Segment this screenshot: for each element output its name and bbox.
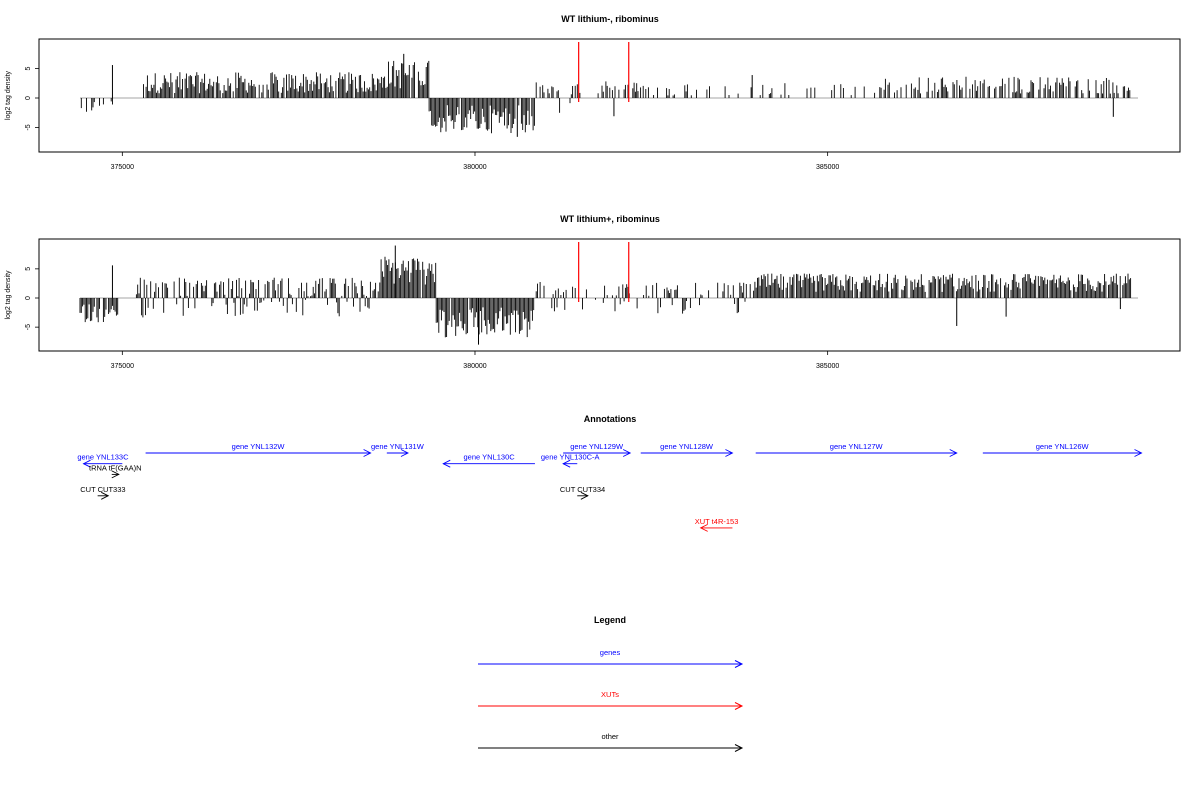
y-tick-label: -5 (25, 324, 32, 330)
annotation-arrowhead (363, 449, 372, 457)
panel-title: WT lithium-, ribominus (561, 14, 659, 24)
x-tick-label: 375000 (111, 363, 134, 370)
annotation-label: gene YNL132W (232, 442, 286, 451)
annotation-arrowhead (562, 459, 571, 468)
annotation-label: gene YNL130C (464, 453, 516, 462)
annotation-arrowhead (949, 449, 958, 457)
legend-label: other (601, 732, 619, 741)
track-panel-lithium-minus: WT lithium-, ribominus -5 0 5 log2 tag densi… (5, 14, 1181, 171)
y-tick-label: -5 (25, 124, 32, 130)
legend-arrowhead (734, 660, 744, 668)
annotation-arrowhead (1134, 449, 1143, 457)
annotation-label: XUT t4R-153 (695, 517, 739, 526)
y-axis-title: log2 tag density (5, 70, 12, 120)
annotation-arrowhead (442, 459, 451, 468)
annotation-arrowhead (622, 449, 632, 457)
annotation-label: gene YNL126W (1036, 442, 1090, 451)
y-axis-title: log2 tag density (5, 270, 12, 320)
annotations-title: Annotations (584, 414, 637, 424)
annotation-label: gene YNL133C (77, 453, 129, 462)
annotation-label: gene YNL130C-A (541, 453, 600, 462)
x-tick-label: 385000 (816, 363, 839, 370)
annotation-label: gene YNL131W (371, 442, 425, 451)
legend-label: genes (600, 648, 621, 657)
y-tick-label: 0 (25, 96, 32, 100)
annotation-arrowhead (580, 491, 589, 500)
y-tick-label: 5 (25, 267, 32, 271)
annotation-label: tRNA tF(GAA)N (89, 463, 142, 472)
annotation-label: CUT CUT334 (560, 485, 605, 494)
panel-title: WT lithium+, ribominus (560, 214, 660, 224)
track-panel-lithium-plus: WT lithium+, ribominus -5 0 5 log2 tag densi… (5, 214, 1181, 370)
legend-arrowhead (734, 702, 744, 710)
annotation-label: CUT CUT333 (80, 485, 125, 494)
y-tick-label: 0 (25, 296, 32, 300)
annotation-label: gene YNL129W (570, 442, 624, 451)
x-tick-label: 375000 (111, 164, 134, 171)
legend-arrowhead (734, 744, 744, 752)
annotation-arrowhead (101, 491, 110, 500)
x-tick-label: 380000 (463, 164, 486, 171)
legend-panel: Legend genes XUTs other (478, 615, 744, 752)
y-tick-label: 5 (25, 67, 32, 71)
annotation-label: gene YNL127W (830, 442, 884, 451)
annotation-label: gene YNL128W (660, 442, 714, 451)
plot-frame (38, 38, 1181, 153)
annotation-arrowhead (400, 449, 409, 457)
annotation-arrowhead (111, 470, 120, 479)
legend-title: Legend (594, 615, 626, 625)
annotation-arrowhead (82, 459, 91, 468)
x-tick-label: 380000 (463, 363, 486, 370)
x-tick-label: 385000 (816, 164, 839, 171)
annotation-arrowhead (699, 523, 708, 532)
legend-label: XUTs (601, 690, 619, 699)
annotation-arrowhead (725, 449, 734, 457)
plot-frame (38, 238, 1181, 352)
